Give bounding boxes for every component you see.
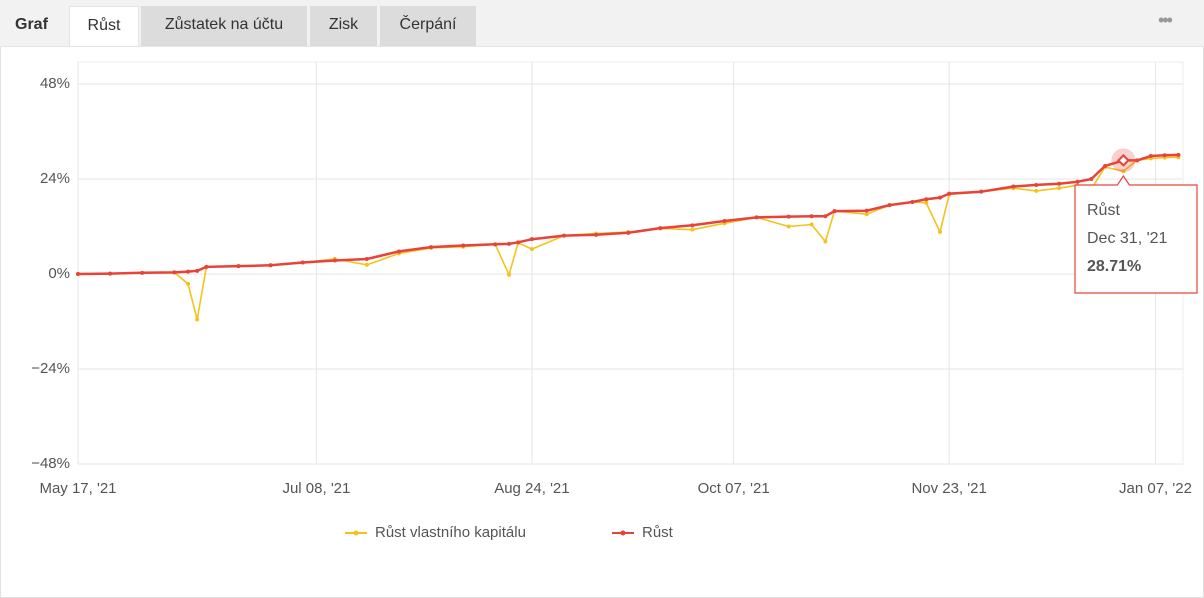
data-point [924,200,929,205]
data-point [722,218,727,223]
tab-bar: Graf Růst Zůstatek na účtu Zisk Čerpání … [0,0,1204,47]
legend-label: Růst vlastního kapitálu [375,524,526,541]
legend-label: Růst [642,524,674,541]
x-tick-label: Jan 07, '22 [1119,480,1192,497]
data-point [1121,169,1126,174]
series-line [77,156,1179,321]
y-tick-label: 48% [40,75,70,92]
data-point [300,260,305,265]
data-point [1148,154,1153,159]
data-point [529,247,534,252]
data-point [516,240,521,245]
data-point [594,232,599,237]
legend-marker [620,530,626,536]
series-line [77,153,1179,276]
data-point [690,223,695,228]
data-point [937,230,942,235]
tooltip-value: 28.71% [1087,258,1141,275]
data-point [493,242,498,247]
data-point [236,264,241,269]
data-point [823,239,828,244]
data-point [1176,152,1181,157]
data-point [979,189,984,194]
x-tick-label: Jul 08, '21 [282,480,350,497]
data-point [1034,182,1039,187]
tab-bar-label: Graf [15,16,48,33]
y-tick-label: −48% [31,455,70,472]
grid [77,62,1183,465]
data-point [786,214,791,219]
data-point [754,215,759,220]
data-point [626,230,631,235]
data-point [429,245,434,250]
data-point [832,209,837,214]
tab[interactable]: Zůstatek na účtu [141,6,307,46]
data-point [396,249,401,254]
data-point [887,203,892,208]
data-point [108,271,113,276]
data-point [268,263,273,268]
data-point [1034,188,1039,193]
data-point [1075,179,1080,184]
y-tick-label: 0% [48,265,70,282]
data-point [332,258,337,263]
x-tick-label: Oct 07, '21 [698,480,770,497]
data-point [690,227,695,232]
data-point [658,226,663,231]
data-point [364,262,369,267]
data-point [506,241,511,246]
data-point [195,317,200,322]
data-point [506,272,511,277]
tab[interactable]: Čerpání [380,6,476,46]
data-point [529,237,534,242]
x-tick-label: Nov 23, '21 [911,480,986,497]
data-point [186,281,191,286]
data-point [1011,184,1016,189]
legend-marker [353,530,359,536]
hover-marker [1116,153,1130,167]
data-point [947,191,952,196]
data-point [864,212,869,217]
tab[interactable]: Zisk [310,6,377,46]
data-point [786,224,791,229]
tooltip-series: Růst [1087,201,1120,219]
data-point [937,195,942,200]
data-point [809,222,814,227]
y-tick-label: 24% [40,170,70,187]
data-point [76,272,80,276]
data-point [1089,177,1094,181]
tooltip-box [1074,174,1198,294]
tab[interactable]: Růst [69,6,139,46]
menu-icon[interactable]: ••• [1158,10,1173,30]
data-point [1057,186,1062,191]
x-tick-label: Aug 24, '21 [494,480,569,497]
data-point [809,214,814,219]
data-point [910,199,915,204]
tooltip-date: Dec 31, '21 [1087,230,1168,247]
data-point [364,256,369,261]
data-point [186,269,191,274]
y-tick-label: −24% [31,360,70,377]
data-point [140,270,145,275]
data-point [1057,181,1062,186]
data-point [1103,163,1108,168]
data-point [1162,153,1167,158]
data-point [823,214,828,219]
data-point [864,208,869,213]
plot-frame [77,61,1184,465]
data-point [562,233,567,238]
data-point [204,264,209,269]
x-tick-label: May 17, '21 [39,480,116,497]
data-point [924,197,929,202]
data-point [172,270,177,275]
data-point [1135,158,1140,163]
data-point [461,243,466,248]
data-point [195,268,200,273]
